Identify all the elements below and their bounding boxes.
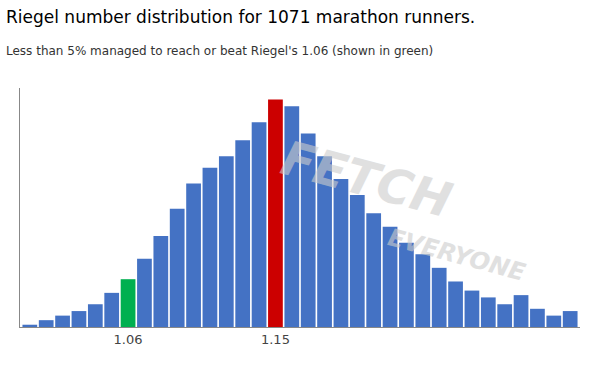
- svg-text:Less than 5% managed to reach: Less than 5% managed to reach or beat Ri…: [6, 44, 433, 58]
- svg-text:FETCH: FETCH: [276, 129, 458, 228]
- svg-text:EVERYONE: EVERYONE: [385, 223, 529, 287]
- svg-text:1.15: 1.15: [261, 332, 290, 347]
- svg-text:Riegel number distribution for: Riegel number distribution for 1071 mara…: [6, 7, 475, 27]
- svg-text:1.06: 1.06: [114, 332, 143, 347]
